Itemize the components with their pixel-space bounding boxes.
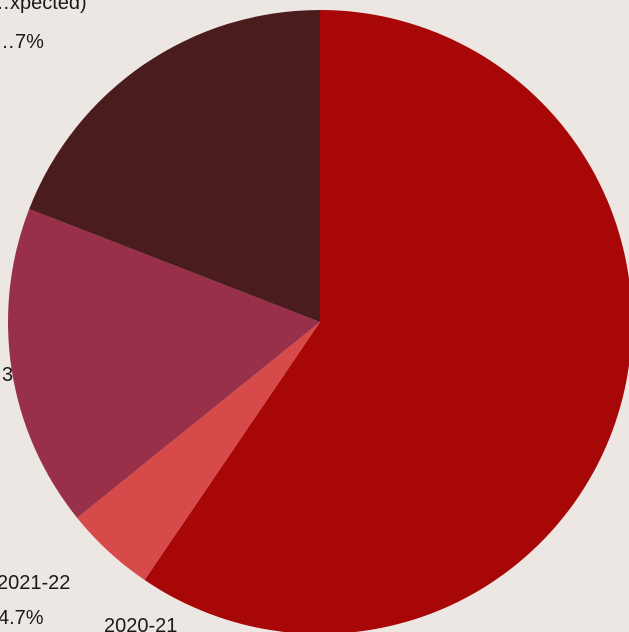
pie-slice-3 — [29, 9, 320, 322]
slice-label-2021-22: 2021-22 — [0, 572, 70, 594]
pie-slice-2 — [7, 208, 321, 518]
slice-value-2021-22: 4.7% — [0, 607, 44, 629]
slice-label-expected: …xpected) — [0, 0, 87, 14]
slice-label-2023: …3 — [0, 364, 13, 386]
pie-slice-0 — [144, 10, 629, 632]
slice-value-expected: …7% — [0, 31, 44, 53]
slice-label-2020-21: 2020-21 — [104, 615, 177, 632]
pie-slice-1 — [77, 322, 321, 581]
